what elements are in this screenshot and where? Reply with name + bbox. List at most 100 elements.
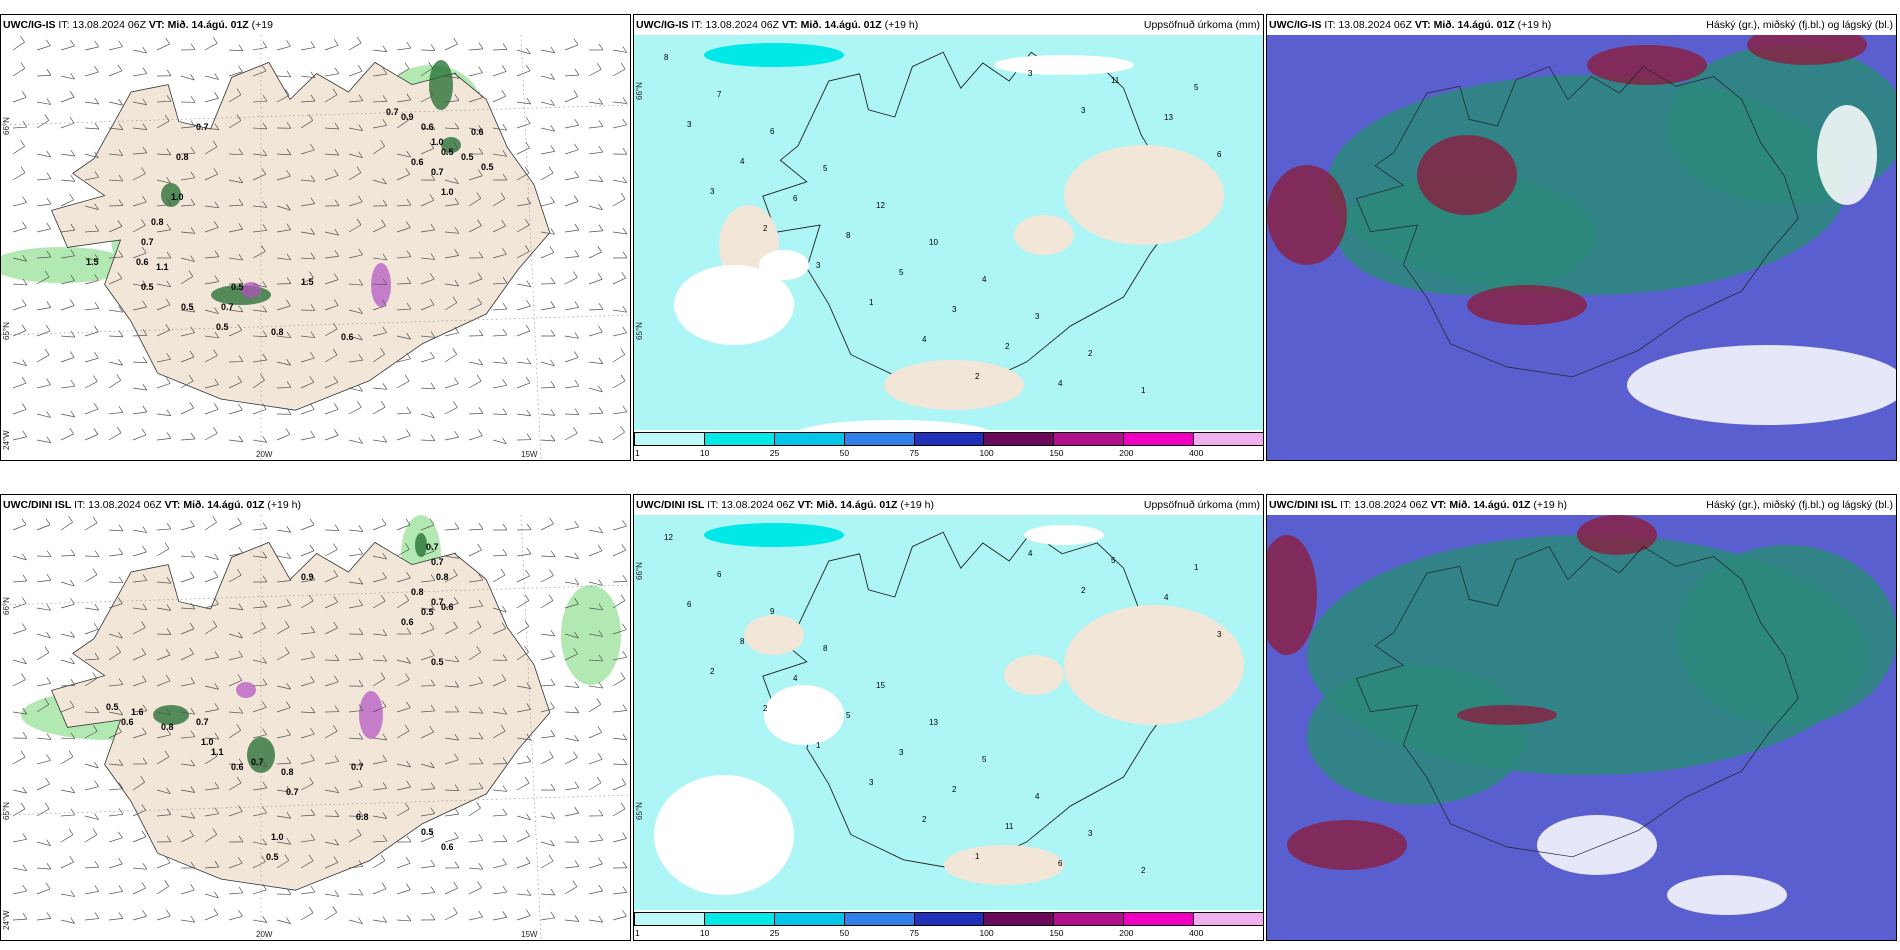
wind-barb	[420, 604, 436, 611]
wind-barb	[204, 123, 220, 131]
high-cloud	[1417, 135, 1517, 215]
wind-barb	[612, 46, 628, 53]
wind-barb	[372, 782, 388, 791]
wind-barb	[516, 733, 532, 741]
wind-barb	[516, 324, 531, 337]
wind-barb	[372, 199, 388, 207]
wind-barb	[228, 305, 244, 313]
wind-barb	[60, 515, 73, 531]
wind-barb	[468, 881, 482, 895]
wind-barb	[516, 299, 531, 311]
cloud-map[interactable]	[1267, 515, 1896, 940]
wind-barb	[444, 552, 460, 559]
wind-barb	[156, 604, 172, 611]
wind-barb	[228, 631, 243, 639]
wind-barb	[372, 733, 388, 741]
wind-barb	[228, 758, 244, 765]
wind-barb	[36, 777, 50, 791]
wind-barb	[372, 552, 387, 560]
precip-amount-label: 3	[1028, 69, 1033, 78]
lat-label: 65°N	[635, 322, 644, 340]
wind-barb	[396, 406, 412, 415]
wind-barb	[612, 227, 628, 235]
precip-value-label: 0.7	[251, 757, 264, 767]
wind-barb	[36, 150, 51, 158]
wind-barb	[564, 751, 578, 765]
wind-barb	[300, 41, 316, 51]
wind-barb	[60, 700, 75, 713]
valid-time: VT: Mið. 14.ágú. 01Z	[797, 499, 898, 511]
wind-barb	[564, 68, 580, 77]
wind-barb	[12, 833, 28, 843]
wind-barb	[276, 757, 292, 765]
wind-barb	[324, 250, 340, 259]
precip-value-label: 0.7	[431, 597, 444, 607]
wind-barb	[612, 778, 627, 791]
wind-barb	[84, 402, 99, 415]
wind-barb	[108, 597, 123, 609]
wind-barb	[252, 353, 268, 363]
wind-barb	[420, 351, 435, 363]
clear-sky	[1537, 815, 1657, 875]
wind-barb	[252, 305, 268, 313]
precip-amount-label: 2	[922, 815, 927, 824]
wind-barb	[60, 379, 76, 389]
wind-barb	[492, 192, 506, 207]
wind-barb	[204, 168, 219, 181]
wind-barb	[372, 654, 388, 662]
wind-barb	[228, 517, 242, 531]
precip-panel-dini: UWC/DINI ISL IT: 13.08.2024 06Z VT: Mið.…	[633, 494, 1264, 941]
panel-header: UWC/IG-IS IT: 13.08.2024 06Z VT: Mið. 14…	[1, 15, 630, 35]
wind-barb	[564, 631, 579, 639]
wind-barb	[492, 674, 507, 687]
wind-barb	[108, 426, 122, 441]
colorbar-tick-label: 75	[909, 448, 920, 458]
wind-barb	[156, 808, 172, 817]
wind-barb	[324, 810, 340, 817]
wind-barb	[348, 917, 363, 924]
colorbar-swatch	[703, 432, 775, 446]
wind-barb	[444, 296, 458, 311]
wind-barb	[12, 255, 27, 262]
wind-barb	[12, 166, 26, 181]
precip-map[interactable]: 12 6 9 8 15 13 5 4 3 2 1 6 8 4 5 3 2 11 6 5 4 3 2 2 1 3 2 1 4 2 66°N 65…	[634, 515, 1263, 910]
no-precip-area	[764, 685, 844, 745]
wind-barb	[516, 682, 532, 689]
wind-barb	[252, 64, 267, 77]
wind-map[interactable]: 0.9 0.7 0.7 0.8 0.8 0.5 0.7 0.6 0.6 0.5 0.5 0.6 1.6 0…	[1, 515, 630, 940]
wind-barb	[372, 700, 387, 713]
precip-amount-label: 3	[710, 187, 715, 196]
iceland-coastline	[1355, 546, 1799, 858]
wind-barb	[372, 347, 385, 363]
wind-barb	[84, 725, 98, 739]
wind-barb	[84, 302, 100, 311]
model-name: UWC/DINI ISL	[1269, 499, 1338, 511]
wind-barb	[348, 828, 362, 843]
wind-barb	[468, 407, 484, 415]
wind-map[interactable]: 0.7 0.8 1.0 0.8 0.7 0.6 1.5 0.5 1.1 0.5 0.7 0.5 0.8 0…	[1, 35, 630, 460]
wind-barb	[276, 646, 290, 661]
precip-amount-label: 6	[717, 570, 722, 579]
wind-barb	[204, 307, 219, 315]
dry-land	[1064, 605, 1244, 725]
wind-barb	[252, 883, 267, 895]
wind-barb	[228, 222, 243, 233]
precip-value-label: 0.5	[431, 657, 444, 667]
wind-barb	[84, 912, 100, 921]
cloud-map[interactable]	[1267, 35, 1896, 460]
wind-barb	[444, 401, 458, 415]
precip-map[interactable]: 8 7 6 5 12 10 4 3 2 1 5 3 4 6 8 5 3 2 4 11 13 6 3 2 3 1 4 2 3 3 66°N 65…	[634, 35, 1263, 430]
wind-barb	[444, 881, 459, 895]
wind-barb	[180, 73, 195, 81]
wind-barb	[444, 522, 460, 531]
wind-barb	[372, 572, 387, 583]
wind-barb	[204, 782, 220, 791]
wind-barb	[180, 759, 196, 767]
precip-amount-label: 4	[1164, 593, 1169, 602]
wind-barb	[492, 150, 508, 157]
convective-cell	[371, 263, 391, 307]
colorbar-swatch	[634, 432, 705, 446]
wind-barb	[492, 622, 507, 635]
wind-barb	[252, 245, 266, 259]
wind-barb	[492, 65, 507, 77]
